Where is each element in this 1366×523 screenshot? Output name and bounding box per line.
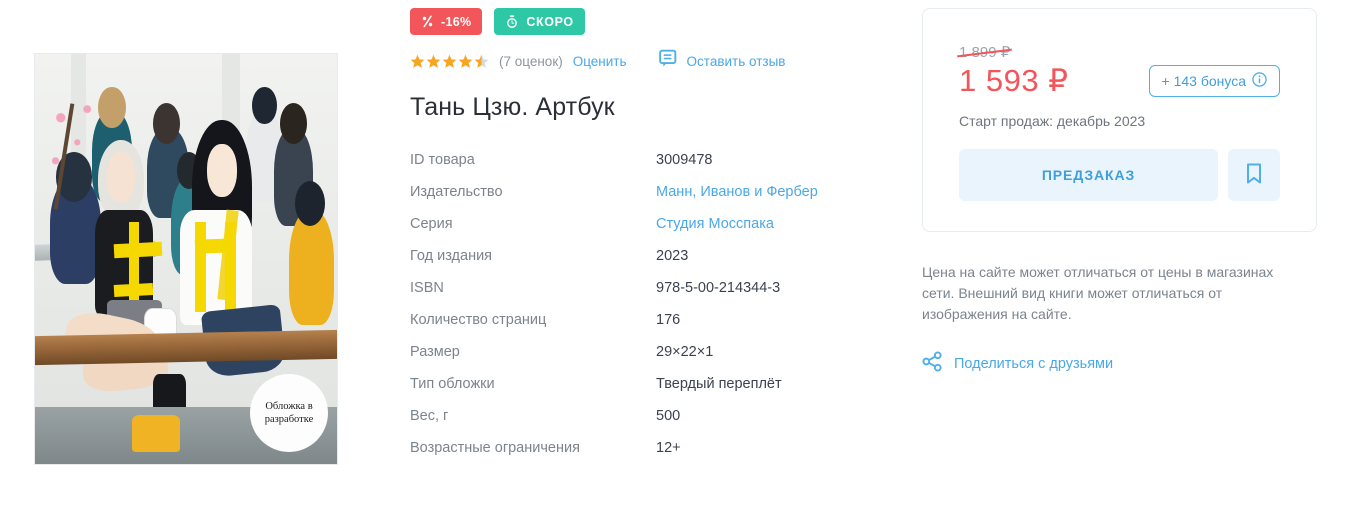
purchase-panel: 1 899 ₽ 1 593 ₽ + 143 бонуса Старт прода…: [922, 8, 1317, 377]
percent-icon: [421, 15, 434, 28]
stopwatch-icon: [505, 14, 519, 29]
table-row: ISBN 978-5-00-214344-3: [410, 280, 900, 312]
product-gallery: Обложка в разработке: [34, 53, 338, 465]
spec-label: Вес, г: [410, 408, 449, 424]
star-icon: [410, 54, 425, 68]
spec-label: ISBN: [410, 280, 444, 296]
table-row: Серия Студия Мосспака: [410, 216, 900, 248]
spec-value[interactable]: Манн, Иванов и Фербер: [656, 184, 818, 200]
product-badges: -16% СКОРО: [410, 0, 900, 35]
bonus-label: + 143 бонуса: [1161, 73, 1246, 89]
spec-label: Серия: [410, 216, 453, 232]
cover-artwork: [35, 54, 337, 464]
spec-label: Размер: [410, 344, 460, 360]
product-info: -16% СКОРО: [410, 0, 900, 472]
rate-link[interactable]: Оценить: [572, 53, 627, 69]
speech-bubble-icon: [658, 49, 678, 73]
share-label: Поделиться с друзьями: [954, 356, 1114, 372]
bookmark-button[interactable]: [1228, 149, 1280, 201]
product-cover-image[interactable]: Обложка в разработке: [34, 53, 338, 465]
table-row: Количество страниц 176: [410, 312, 900, 344]
price-disclaimer: Цена на сайте может отличаться от цены в…: [922, 264, 1274, 322]
star-half-icon: [474, 54, 489, 68]
star-icon: [426, 54, 441, 68]
table-row: ID товара 3009478: [410, 152, 900, 184]
sale-start-date: Старт продаж: декабрь 2023: [959, 113, 1146, 129]
spec-value: 978-5-00-214344-3: [656, 280, 781, 296]
spec-value[interactable]: Студия Мосспака: [656, 216, 774, 232]
coming-soon-badge-label: СКОРО: [526, 14, 574, 29]
table-row: Возрастные ограничения 12+: [410, 440, 900, 472]
spec-rows: ID товара 3009478 Издательство Манн, Иванов…: [410, 152, 900, 472]
rating-row: (7 оценок) Оценить Оставить отзыв: [410, 49, 900, 73]
table-row: Издательство Манн, Иванов и Фербер: [410, 184, 900, 216]
spec-label: Тип обложки: [410, 376, 495, 392]
spec-label: Возрастные ограничения: [410, 440, 580, 456]
purchase-actions: ПРЕДЗАКАЗ: [959, 149, 1280, 201]
spec-label: Количество страниц: [410, 312, 547, 328]
cover-in-development-badge: Обложка в разработке: [250, 374, 328, 452]
table-row: Размер 29×22×1: [410, 344, 900, 376]
price-row: 1 593 ₽ + 143 бонуса: [959, 63, 1280, 99]
spec-label: Издательство: [410, 184, 503, 200]
share-with-friends-link[interactable]: Поделиться с друзьями: [922, 351, 1113, 377]
discount-badge: -16%: [410, 8, 483, 35]
bonus-badge[interactable]: + 143 бонуса: [1148, 65, 1280, 97]
spec-value: 2023: [656, 248, 689, 264]
leave-review-link[interactable]: Оставить отзыв: [658, 49, 786, 73]
spec-value: 176: [656, 312, 681, 328]
bookmark-icon: [1245, 163, 1263, 188]
star-icon: [442, 54, 457, 68]
coming-soon-badge: СКОРО: [494, 8, 585, 35]
spec-value: 500: [656, 408, 681, 424]
star-rating[interactable]: [410, 54, 489, 69]
current-price: 1 593 ₽: [959, 63, 1069, 98]
purchase-card: 1 899 ₽ 1 593 ₽ + 143 бонуса Старт прода…: [922, 8, 1317, 232]
table-row: Вес, г 500: [410, 408, 900, 440]
star-icon: [458, 54, 473, 68]
spec-label: Год издания: [410, 248, 493, 264]
page-title: Тань Цзю. Артбук: [410, 93, 615, 121]
spec-value: 12+: [656, 440, 681, 456]
info-icon[interactable]: [1252, 72, 1267, 90]
leave-review-label: Оставить отзыв: [686, 53, 786, 69]
rating-count: (7 оценок): [499, 53, 563, 69]
share-icon: [922, 351, 943, 377]
preorder-button[interactable]: ПРЕДЗАКАЗ: [959, 149, 1218, 201]
table-row: Год издания 2023: [410, 248, 900, 280]
spec-label: ID товара: [410, 152, 475, 168]
discount-badge-label: -16%: [441, 14, 472, 29]
table-row: Тип обложки Твердый переплёт: [410, 376, 900, 408]
spec-value: Твердый переплёт: [656, 376, 782, 392]
old-price: 1 899 ₽: [959, 44, 1011, 61]
spec-value: 29×22×1: [656, 344, 714, 360]
product-specs-table: ID товара 3009478 Издательство Манн, Иванов…: [410, 152, 900, 472]
spec-value: 3009478: [656, 152, 713, 168]
